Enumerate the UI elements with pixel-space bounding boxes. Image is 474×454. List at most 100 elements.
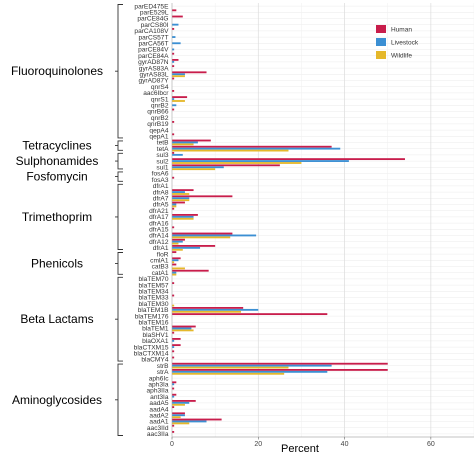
x-tick-label: 60 [427, 441, 435, 448]
gene-label: blaCMY4 [141, 357, 168, 364]
bar-human-blatem1b [172, 306, 244, 309]
bar-wildlife-sul1 [172, 168, 216, 171]
gene-label: sul3 [156, 152, 168, 159]
gene-label: cmlA1 [150, 258, 169, 265]
gene-label: aph3Ia [148, 382, 169, 389]
bar-livestock-aada2 [172, 414, 185, 417]
gene-label: parCE84V [138, 47, 169, 54]
class-label: Tetracyclines [22, 139, 91, 153]
gene-label: dfrA8 [153, 189, 169, 196]
gene-label: blaTEM70 [138, 276, 168, 283]
bar-human-fosa3 [172, 176, 175, 179]
bar-wildlife-blatem1 [172, 329, 194, 332]
bar-livestock-sul2 [172, 160, 349, 162]
class-label: Fosfomycin [26, 170, 87, 184]
bar-livestock-tetb [172, 141, 198, 144]
bar-livestock-cata1 [172, 271, 177, 274]
bar-human-aac6ibcr [172, 89, 175, 92]
gene-label: sul2 [156, 158, 168, 165]
bar-human-catb3 [172, 263, 177, 266]
bar-human-qepa1 [172, 133, 175, 136]
gene-label: dfrA16 [149, 220, 169, 227]
bar-wildlife-dfra17 [172, 217, 194, 220]
class-label: Fluoroquinolones [11, 64, 103, 78]
bar-livestock-aada1 [172, 420, 207, 423]
bar-livestock-gyras83l [172, 73, 185, 76]
gene-label: qnrB2 [151, 115, 169, 122]
bar-human-dfra7 [172, 195, 233, 198]
gene-label: qepA4 [149, 127, 168, 134]
bars [172, 9, 405, 433]
class-label: Phenicols [31, 256, 83, 270]
x-axis: 0 20 40 60 Percent [170, 3, 474, 454]
bar-livestock-parca56t [172, 42, 181, 45]
gene-label: qnrS1 [151, 96, 169, 103]
gene-label: blaTEM1B [138, 307, 169, 314]
bar-human-ant3ia [172, 393, 177, 396]
gene-label: blaTEM34 [138, 289, 168, 296]
bar-wildlife-teta [172, 149, 289, 152]
gene-label: aadA4 [149, 406, 168, 413]
bar-wildlife-sul2 [172, 162, 302, 164]
legend: Human Livestock Wildlife [376, 25, 419, 60]
class-label: Beta Lactams [20, 312, 93, 326]
bar-wildlife-strb [172, 366, 289, 369]
bar-human-sul1 [172, 164, 280, 167]
bar-human-flor [172, 251, 177, 254]
bar-human-dfra15 [172, 226, 175, 229]
bar-human-cata1 [172, 269, 209, 272]
bar-livestock-ant3ia [172, 395, 175, 398]
bar-human-aada4 [172, 406, 175, 409]
bar-livestock-dfra12 [172, 240, 183, 243]
bar-human-tetb [172, 139, 211, 142]
bar-human-gyras83a [172, 65, 175, 68]
bar-livestock-blaoxa1 [172, 339, 175, 342]
x-tick-label: 20 [254, 441, 262, 448]
bar-livestock-qnrb2 [172, 104, 177, 107]
class-labels: Fluoroquinolones TetracyclinesSulphonamid… [11, 64, 103, 407]
bar-human-aada5 [172, 399, 196, 402]
bar-human-aph3iia [172, 387, 175, 390]
gene-label: blaCTXM15 [134, 344, 169, 351]
gene-label: parED475E [134, 3, 169, 10]
bar-wildlife-stra [172, 372, 285, 375]
bar-wildlife-dfra7 [172, 199, 190, 202]
gene-label: qnrS4 [151, 84, 169, 91]
bar-human-blatem176 [172, 313, 328, 316]
gene-label: qnrB2 [151, 103, 169, 110]
bar-wildlife-gyras83l [172, 75, 185, 78]
bar-human-stra [172, 368, 388, 371]
bar-wildlife-dfra5 [172, 205, 177, 208]
class-label: Aminoglycosides [12, 393, 102, 407]
x-tick-label: 40 [341, 441, 349, 448]
bar-wildlife-blatem1b [172, 310, 242, 313]
bar-human-aac3iid [172, 424, 175, 427]
gene-label: gyrAS83A [139, 65, 169, 72]
bar-livestock-sul1 [172, 166, 224, 169]
gene-label: parE529L [140, 10, 169, 17]
gene-label: parCS80I [141, 22, 169, 29]
bar-wildlife-aada2 [172, 416, 181, 419]
gene-label: blaSHV1 [142, 332, 168, 339]
bar-human-qnrs1 [172, 96, 188, 99]
gene-label: dfrA12 [149, 239, 169, 246]
gene-label: catB3 [152, 264, 169, 271]
bar-livestock-dfra14 [172, 234, 257, 237]
bar-human-aac3iia [172, 430, 175, 433]
bar-human-blactxm14 [172, 350, 175, 353]
gene-label: aac6Ibcr [143, 90, 169, 97]
bar-wildlife-dfra12 [172, 242, 179, 245]
gene-label: parCA56T [138, 41, 168, 48]
gene-label: fosA3 [152, 177, 169, 184]
bar-wildlife-catb3 [172, 267, 185, 270]
bar-wildlife-cata1 [172, 273, 177, 276]
gene-label: dfrA7 [153, 196, 169, 203]
plot-background [172, 3, 474, 437]
bar-human-gyras83l [172, 71, 207, 74]
bar-human-blatem33 [172, 294, 175, 297]
gene-label: dfrA1 [153, 245, 169, 252]
bar-human-qnrb66 [172, 108, 175, 111]
bar-wildlife-dfra8 [172, 193, 190, 195]
bar-wildlife-qnrs1 [172, 100, 185, 102]
